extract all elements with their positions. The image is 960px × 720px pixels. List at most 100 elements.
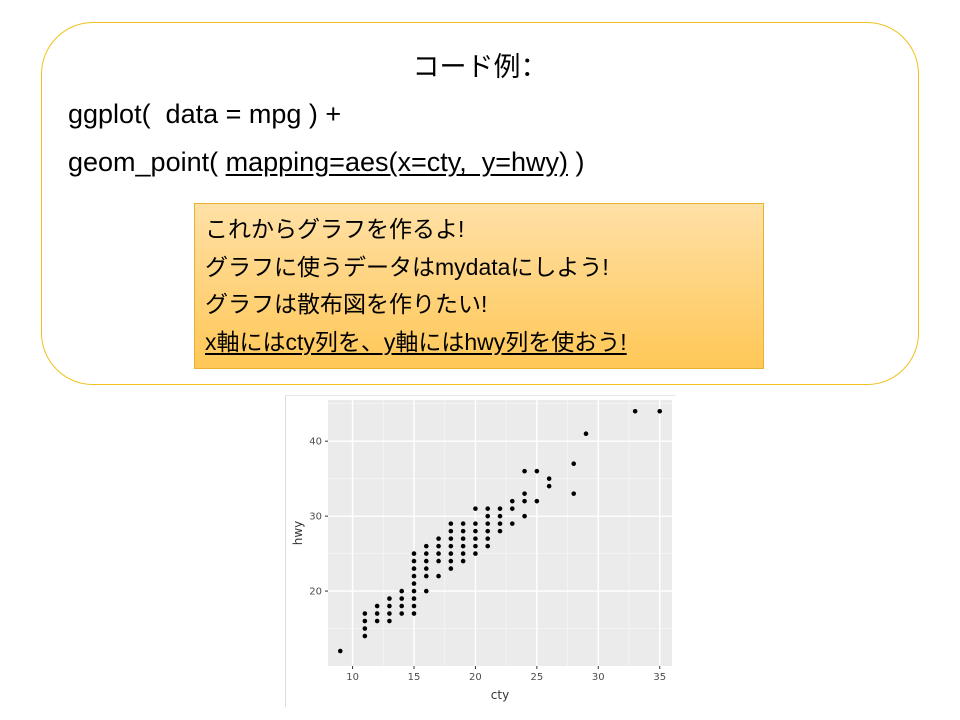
x-tick-label: 15 [408,672,421,683]
code-title: コード例： [412,52,548,82]
data-point [546,483,552,489]
data-point [509,498,515,504]
data-point [571,461,577,466]
data-point [497,506,503,511]
data-point [522,513,527,519]
y-axis-label: hwy [291,521,305,546]
y-axis-ticks: 20 30 40 [309,437,328,598]
data-point [387,618,392,624]
data-point [534,498,540,504]
data-point [473,506,478,511]
data-point [448,536,454,541]
data-point [448,551,454,556]
data-point [583,431,589,437]
data-point [485,521,491,526]
data-point [632,408,638,414]
data-point [436,543,441,549]
data-point [411,551,417,556]
data-point [460,536,466,541]
data-point [460,558,466,564]
x-tick-label: 30 [592,672,605,683]
explanation-note: これからグラフを作るよ! グラフに使うデータはmydataにしよう! グラフは散… [194,203,764,369]
data-point [411,588,417,594]
data-point [374,603,380,609]
data-point [399,588,405,594]
data-point [423,543,429,549]
data-point [546,476,552,481]
data-point [497,528,503,534]
data-point [509,506,515,511]
data-point [509,521,515,526]
data-point [423,551,429,556]
data-point [473,551,478,556]
scatter-plot-container: 10 15 20 25 30 35 20 30 40 cty hwy [285,395,676,707]
code-line2-prefix: geom_point( [68,147,226,177]
grid-major [328,400,672,666]
data-point [485,513,491,519]
code-line-geom-point: geom_point( mapping=aes(x=cty, y=hwy) ) [68,145,585,179]
data-point [362,611,368,616]
data-point [423,558,429,564]
data-point [387,596,392,601]
data-point [485,528,491,534]
code-line2-suffix: ) [568,147,585,177]
data-point [485,543,491,549]
data-point [411,573,417,579]
data-point [411,581,417,586]
data-point [362,618,368,624]
data-point [436,573,441,579]
x-tick-label: 20 [469,672,482,683]
data-point [460,543,466,549]
data-point [399,603,405,609]
x-axis-ticks: 10 15 20 25 30 35 [346,666,666,683]
data-point [473,528,478,534]
data-point [448,558,454,564]
data-point [460,551,466,556]
y-tick-label: 20 [309,587,322,598]
x-tick-label: 35 [653,672,666,683]
data-point [411,611,417,616]
y-tick-label: 30 [309,512,322,523]
data-point [571,491,577,496]
grid-minor [328,400,672,666]
data-point [423,588,429,594]
data-point [473,536,478,541]
data-point [448,528,454,534]
data-point [411,558,417,564]
data-point [411,566,417,571]
note-line-4: x軸にはcty列を、y軸にはhwy列を使おう! [205,328,627,355]
note-line-1: これからグラフを作るよ! [205,216,465,242]
data-point [534,468,540,474]
scatter-plot: 10 15 20 25 30 35 20 30 40 cty hwy [291,400,672,702]
data-point [423,573,429,579]
code-line-ggplot: ggplot( data = mpg ) + [68,99,342,129]
code-mapping-aes: mapping=aes(x=cty, y=hwy) [225,147,569,177]
data-point [387,611,392,616]
data-point [436,551,441,556]
data-point [436,536,441,541]
data-point [460,528,466,534]
data-point [374,611,380,616]
data-point [448,521,454,526]
data-point [522,498,527,504]
data-point [460,521,466,526]
data-point [473,521,478,526]
x-tick-label: 25 [530,672,543,683]
data-point [436,558,441,564]
data-point [374,618,380,624]
note-line-2: グラフに使うデータはmydataにしよう! [205,253,609,280]
data-point [362,626,368,631]
data-point [448,566,454,571]
data-point [657,408,663,414]
data-point [497,513,503,519]
data-point [473,543,478,549]
data-point [485,536,491,541]
y-tick-label: 40 [309,437,322,448]
data-point [497,521,503,526]
data-point [522,491,527,496]
x-tick-label: 10 [346,672,359,683]
data-point [423,566,429,571]
data-point [399,611,405,616]
data-points [337,408,663,654]
note-line-3: グラフは散布図を作りたい! [205,291,488,317]
